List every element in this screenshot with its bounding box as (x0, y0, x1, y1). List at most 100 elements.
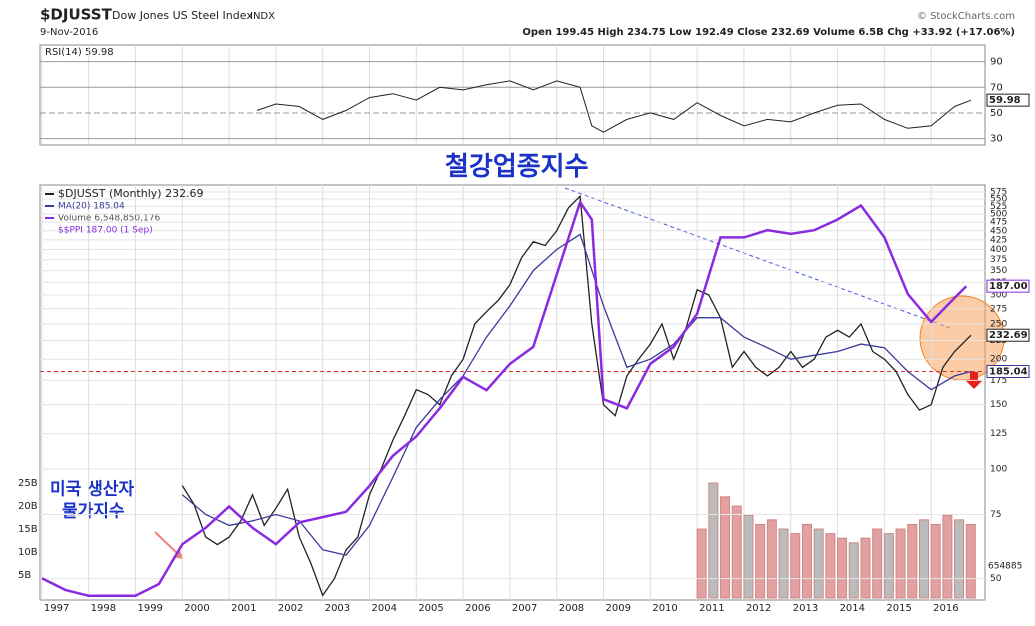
y-tick-label: 200 (990, 355, 1007, 365)
y-tick-label: 175 (990, 376, 1007, 386)
volume-bar (801, 523, 812, 599)
y-tick-label: 575 (990, 188, 1007, 198)
last-value-label: 185.04 (989, 367, 1028, 378)
ppi-annotation: 물가지수 (62, 502, 125, 522)
last-value-box (986, 328, 1030, 342)
y-tick-label: 50 (990, 108, 1003, 119)
x-tick-label: 2004 (372, 603, 397, 614)
volume-bar (731, 505, 742, 599)
legend-entry: $$PPI 187.00 (1 Sep) (58, 226, 153, 236)
y-tick-label: 275 (990, 304, 1007, 314)
volume-bar (790, 533, 801, 599)
x-tick-label: 2001 (231, 603, 256, 614)
y-tick-label: 30 (990, 134, 1003, 145)
y-tick-label: 100 (990, 464, 1007, 474)
legend-entry: $DJUSST (Monthly) 232.69 (58, 187, 204, 200)
x-tick-label: 2000 (184, 603, 209, 614)
date: 9-Nov-2016 (40, 27, 98, 38)
volume-tick-label: 5B (18, 570, 31, 581)
y-tick-label: 400 (990, 245, 1007, 255)
x-tick-label: 2006 (465, 603, 490, 614)
volume-bar (954, 519, 965, 599)
y-tick-label: 375 (990, 255, 1007, 265)
y-tick-label: 475 (990, 218, 1007, 228)
legend-entry: Volume 6,548,850,176 (58, 214, 160, 224)
volume-bar (837, 537, 848, 599)
volume-tick-label: 20B (18, 501, 38, 512)
steel-annotation: 철강업종지수 (445, 152, 589, 182)
x-tick-label: 2005 (418, 603, 443, 614)
y-tick-label: 525 (990, 202, 1007, 212)
rsi-title: RSI(14) 59.98 (45, 47, 114, 58)
volume-bar (965, 523, 976, 599)
series-line (181, 194, 972, 597)
last-value-label: 59.98 (989, 95, 1021, 106)
y-tick-label: 125 (990, 429, 1007, 439)
x-tick-label: 2002 (278, 603, 303, 614)
rsi-frame (39, 44, 986, 146)
rsi-line (257, 80, 972, 133)
last-value-box (986, 279, 1030, 293)
y-tick-label: 550 (990, 195, 1007, 205)
volume-bar (720, 496, 731, 599)
series-line (181, 233, 972, 556)
last-value-box (986, 365, 1030, 379)
volume-bar (708, 482, 719, 599)
volume-bar (860, 537, 871, 599)
volume-bar (848, 542, 859, 599)
volume-bar (825, 533, 836, 599)
x-tick-label: 2003 (325, 603, 350, 614)
y-tick-label: 300 (990, 291, 1007, 301)
volume-bar (942, 514, 953, 599)
volume-bar (930, 523, 941, 599)
quote: Open 199.45 High 234.75 Low 192.49 Close… (522, 27, 1015, 38)
x-tick-label: 2014 (840, 603, 865, 614)
volume-bar (918, 519, 929, 599)
source: © StockCharts.com (917, 11, 1015, 22)
ppi-annotation: 미국 생산자 (50, 480, 134, 500)
x-tick-label: 2016 (933, 603, 958, 614)
cut-label: 654885 (988, 562, 1022, 572)
x-tick-label: 2012 (746, 603, 771, 614)
legend-entry: MA(20) 185.04 (58, 202, 125, 212)
volume-bar (755, 523, 766, 599)
x-tick-label: 2013 (793, 603, 818, 614)
x-tick-label: 1997 (44, 603, 69, 614)
y-tick-label: 500 (990, 210, 1007, 220)
x-tick-label: 2015 (886, 603, 911, 614)
volume-bar (907, 523, 918, 599)
y-tick-label: 90 (990, 57, 1003, 68)
volume-bar (895, 528, 906, 599)
y-tick-label: 150 (990, 400, 1007, 410)
volume-bar (743, 514, 754, 599)
y-tick-label: 50 (990, 574, 1002, 584)
last-value-label: 187.00 (989, 281, 1028, 292)
volume-tick-label: 10B (18, 547, 38, 558)
volume-tick-label: 25B (18, 478, 38, 489)
x-tick-label: 2009 (606, 603, 631, 614)
y-tick-label: 425 (990, 235, 1007, 245)
volume-bar (696, 528, 707, 599)
y-tick-label: 450 (990, 226, 1007, 236)
last-value-box (986, 93, 1030, 107)
series-line (41, 199, 968, 598)
y-tick-label: 250 (990, 319, 1007, 329)
index-name: Dow Jones US Steel Index (112, 9, 253, 22)
volume-bar (813, 528, 824, 599)
x-tick-label: 2007 (512, 603, 537, 614)
volume-bar (778, 528, 789, 599)
pink-arrow (154, 531, 181, 557)
market: INDX (250, 11, 275, 22)
symbol: $DJUSST (40, 6, 113, 24)
volume-tick-label: 15B (18, 524, 38, 535)
y-tick-label: 70 (990, 82, 1003, 93)
volume-bar (872, 528, 883, 599)
y-tick-label: 350 (990, 266, 1007, 276)
price-frame (39, 184, 986, 601)
y-tick-label: 75 (990, 510, 1001, 520)
x-tick-label: 1999 (137, 603, 162, 614)
volume-bar (883, 533, 894, 599)
x-tick-label: 1998 (91, 603, 116, 614)
volume-bar (766, 519, 777, 599)
